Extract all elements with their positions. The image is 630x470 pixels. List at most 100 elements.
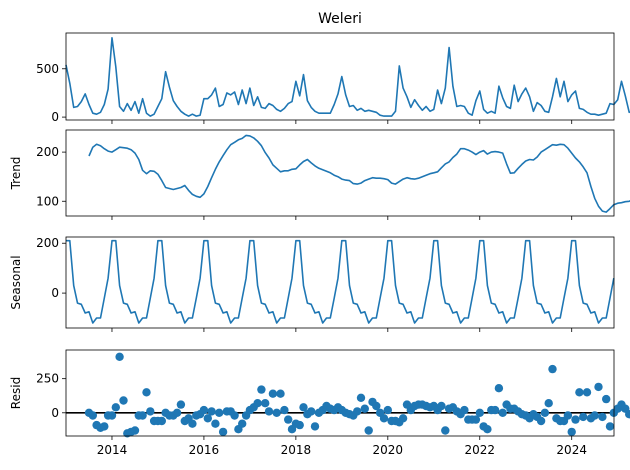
resid-point — [211, 419, 220, 428]
panels-group: 0 500 100 200 Trend 0 200 Seasonal 0 250 Resid 2014… — [9, 32, 630, 457]
resid-point — [203, 414, 212, 423]
resid-point — [437, 401, 446, 411]
resid-point — [494, 384, 504, 393]
resid-point — [268, 389, 278, 398]
resid-point — [276, 389, 285, 398]
y-tick-label: 0 — [51, 286, 59, 300]
resid-point — [567, 427, 576, 437]
resid-point — [138, 411, 147, 420]
y-tick-label: 0 — [51, 406, 59, 420]
resid-point — [571, 415, 580, 424]
y-tick-label: 200 — [36, 145, 59, 159]
resid-point — [215, 408, 224, 417]
resid-point — [575, 388, 584, 397]
panel-seasonal: 0 200 Seasonal — [9, 236, 615, 332]
resid-point — [498, 408, 507, 417]
y-axis-label: Trend — [9, 157, 23, 191]
resid-point — [398, 414, 408, 423]
resid-point — [579, 412, 588, 422]
resid-point — [142, 388, 151, 397]
resid-point — [540, 408, 550, 417]
resid-point — [379, 414, 389, 423]
resid-point — [238, 419, 247, 428]
resid-point — [598, 412, 607, 422]
resid-point — [590, 411, 599, 420]
resid-point — [207, 407, 216, 416]
resid-point — [602, 394, 611, 404]
trend-line — [88, 134, 630, 213]
resid-point — [188, 419, 197, 428]
resid-point — [176, 400, 186, 409]
y-tick-label: 500 — [36, 62, 59, 76]
resid-point — [536, 416, 546, 426]
resid-point — [280, 405, 289, 415]
resid-point — [100, 422, 109, 431]
x-tick-label: 2022 — [464, 443, 495, 457]
panel-frame — [65, 349, 615, 437]
resid-point — [383, 405, 392, 415]
resid-point — [605, 422, 615, 431]
panel-frame — [65, 129, 615, 217]
panel-resid: 0 250 Resid 2014 2016 2018 2020 2022 2024 — [9, 349, 630, 457]
panel-trend: 100 200 Trend — [9, 129, 630, 220]
resid-point — [284, 415, 293, 424]
resid-point — [111, 403, 121, 412]
resid-point — [257, 385, 266, 394]
resid-point — [563, 411, 573, 420]
resid-point — [490, 405, 500, 415]
panel-frame — [65, 236, 615, 329]
resid-point — [261, 399, 270, 408]
panel-frame — [65, 32, 615, 121]
resid-point — [130, 426, 140, 435]
resid-point — [475, 408, 484, 417]
resid-point — [115, 352, 124, 361]
resid-point — [172, 408, 182, 417]
resid-point — [483, 425, 492, 434]
resid-point — [310, 422, 320, 431]
chart-title: Weleri — [318, 11, 362, 27]
resid-point — [594, 382, 603, 392]
resid-point — [107, 411, 117, 420]
x-tick-label: 2018 — [281, 443, 312, 457]
x-tick-label: 2020 — [373, 443, 404, 457]
resid-point — [230, 411, 239, 420]
resid-point — [582, 388, 592, 397]
panel-observed: 0 500 — [36, 32, 630, 124]
x-tick-label: 2024 — [556, 443, 587, 457]
resid-point — [146, 407, 155, 416]
resid-point — [307, 407, 316, 416]
resid-point — [88, 411, 98, 420]
y-tick-label: 250 — [36, 372, 59, 386]
y-tick-label: 0 — [51, 110, 59, 124]
resid-point — [441, 426, 450, 435]
resid-point — [548, 364, 557, 374]
resid-point — [119, 396, 128, 405]
x-tick-label: 2016 — [189, 443, 220, 457]
resid-point — [372, 401, 381, 411]
y-axis-label: Seasonal — [9, 255, 23, 309]
resid-point — [364, 426, 373, 435]
x-tick-label: 2014 — [97, 443, 128, 457]
resid-point — [264, 407, 274, 416]
y-axis-label: Resid — [9, 377, 23, 409]
resid-point — [360, 404, 369, 413]
resid-point — [272, 408, 281, 417]
resid-point — [356, 393, 366, 402]
resid-point — [199, 405, 209, 415]
resid-point — [253, 399, 262, 408]
resid-point — [299, 403, 308, 412]
y-tick-label: 200 — [36, 236, 59, 250]
resid-point — [157, 416, 166, 426]
resid-point — [625, 410, 630, 419]
y-tick-label: 100 — [36, 194, 59, 208]
resid-point — [218, 427, 228, 437]
resid-point — [460, 405, 469, 415]
seasonal-line — [66, 239, 615, 324]
resid-point — [544, 399, 553, 408]
resid-point — [295, 420, 304, 430]
observed-line — [65, 36, 630, 117]
resid-point — [353, 407, 362, 416]
resid-point — [471, 415, 481, 424]
